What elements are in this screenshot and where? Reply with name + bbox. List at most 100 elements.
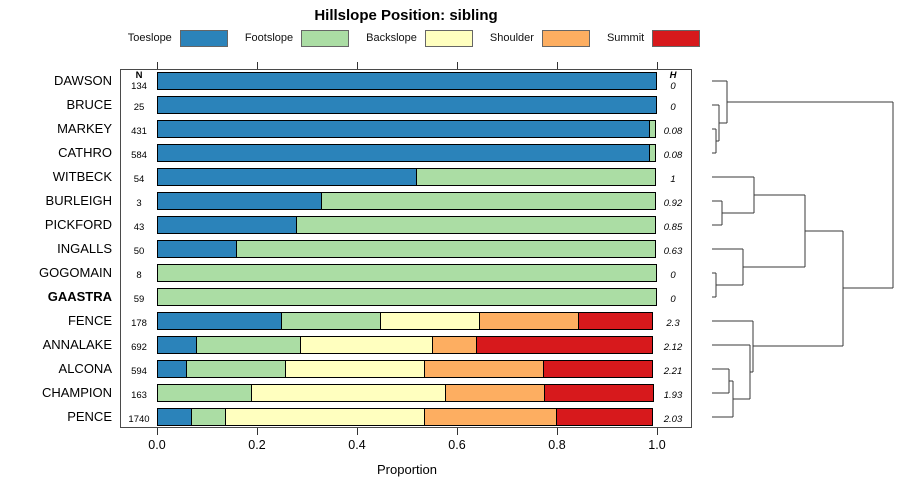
legend-item-shoulder: Shoulder (489, 29, 590, 47)
row-label-alcona: ALCONA (58, 361, 112, 376)
x-axis-label: Proportion (377, 462, 437, 477)
bar-segment-footslope (296, 216, 656, 234)
legend-swatch-backslope (424, 29, 473, 47)
bar-segment-footslope (157, 384, 252, 402)
legend-item-backslope: Backslope (366, 29, 473, 47)
h-value: 0.08 (663, 150, 683, 161)
n-value: 3 (136, 198, 142, 209)
axis-tick-top (456, 62, 458, 69)
legend-swatch-toeslope (179, 29, 228, 47)
bar-segment-shoulder (424, 408, 557, 426)
bar-segment-toeslope (157, 312, 282, 330)
legend-item-summit: Summit (606, 29, 701, 47)
n-value: 594 (131, 366, 147, 377)
h-value: 2.3 (666, 318, 680, 329)
n-value: 134 (131, 81, 147, 92)
bar-segment-footslope (281, 312, 381, 330)
axis-tick-top (156, 62, 158, 69)
bar-segment-backslope (225, 408, 425, 426)
row-label-cathro: CATHRO (58, 145, 112, 160)
bar-segment-toeslope (157, 336, 197, 354)
row-label-champion: CHAMPION (41, 385, 112, 400)
bar-segment-backslope (300, 336, 433, 354)
h-value: 0.63 (663, 246, 683, 257)
stacked-bar-cathro (157, 144, 657, 162)
legend-label: Shoulder (489, 32, 534, 44)
legend-item-footslope: Footslope (245, 29, 350, 47)
legend-label: Summit (606, 32, 645, 44)
stacked-bar-burleigh (157, 192, 657, 210)
axis-tick-label: 0.8 (548, 438, 566, 452)
row-label-bruce: BRUCE (66, 97, 112, 112)
n-value: 692 (131, 342, 147, 353)
n-value: 50 (133, 246, 145, 257)
row-label-markey: MARKEY (57, 121, 112, 136)
legend-swatch-summit (652, 29, 701, 47)
h-value: 1 (670, 174, 676, 185)
row-label-pence: PENCE (67, 409, 112, 424)
bar-segment-summit (475, 336, 653, 354)
legend-item-toeslope: Toeslope (127, 29, 228, 47)
n-value: 25 (133, 102, 145, 113)
axis-tick-label: 0.0 (148, 438, 166, 452)
axis-tick-label: 0.2 (248, 438, 266, 452)
n-value: 431 (131, 126, 147, 137)
n-value: 8 (136, 270, 142, 281)
bar-segment-shoulder (424, 360, 544, 378)
row-label-fence: FENCE (67, 313, 112, 328)
axis-tick-top (256, 62, 258, 69)
row-label-dawson: DAWSON (53, 73, 112, 88)
h-value: 0 (670, 102, 676, 113)
stacked-bar-bruce (157, 96, 657, 114)
bar-segment-shoulder (445, 384, 545, 402)
h-column-header: H (669, 70, 677, 81)
axis-tick-bottom (656, 428, 658, 435)
bar-segment-toeslope (157, 192, 322, 210)
bar-segment-footslope (416, 168, 656, 186)
h-value: 0.92 (663, 198, 683, 209)
h-value: 0.85 (663, 222, 683, 233)
bar-segment-footslope (186, 360, 286, 378)
row-label-annalake: ANNALAKE (42, 337, 112, 352)
bar-segment-toeslope (157, 360, 187, 378)
row-label-pickford: PICKFORD (44, 217, 112, 232)
h-value: 2.21 (663, 366, 683, 377)
h-value: 0.08 (663, 126, 683, 137)
n-value: 163 (131, 390, 147, 401)
n-value: 54 (133, 174, 145, 185)
stacked-bar-gaastra (157, 288, 657, 306)
bar-segment-toeslope (157, 120, 650, 138)
legend-swatch-footslope (301, 29, 350, 47)
n-value: 178 (131, 318, 147, 329)
stacked-bar-pence (157, 408, 657, 426)
stacked-bar-champion (157, 384, 657, 402)
row-label-burleigh: BURLEIGH (45, 193, 112, 208)
axis-tick-top (356, 62, 358, 69)
n-value: 59 (133, 294, 145, 305)
h-value: 0 (670, 81, 676, 92)
stacked-bar-pickford (157, 216, 657, 234)
stacked-bar-dawson (157, 72, 657, 90)
bar-segment-footslope (157, 288, 657, 306)
axis-tick-label: 0.4 (348, 438, 366, 452)
stacked-bar-fence (157, 312, 657, 330)
bar-segment-summit (555, 408, 653, 426)
axis-tick-bottom (556, 428, 558, 435)
stacked-bar-markey (157, 120, 657, 138)
plot-box (120, 69, 692, 428)
bar-segment-footslope (196, 336, 301, 354)
h-value: 0 (670, 270, 676, 281)
axis-tick-bottom (256, 428, 258, 435)
bar-segment-toeslope (157, 144, 650, 162)
axis-tick-label: 0.6 (448, 438, 466, 452)
bar-segment-backslope (380, 312, 480, 330)
bar-segment-footslope (648, 120, 656, 138)
dendrogram-path (712, 80, 894, 418)
h-value: 1.93 (663, 390, 683, 401)
axis-tick-top (656, 62, 658, 69)
legend-label: Toeslope (127, 32, 172, 44)
n-value: 1740 (128, 414, 150, 425)
axis-tick-bottom (456, 428, 458, 435)
stacked-bar-gogomain (157, 264, 657, 282)
bar-segment-shoulder (431, 336, 477, 354)
